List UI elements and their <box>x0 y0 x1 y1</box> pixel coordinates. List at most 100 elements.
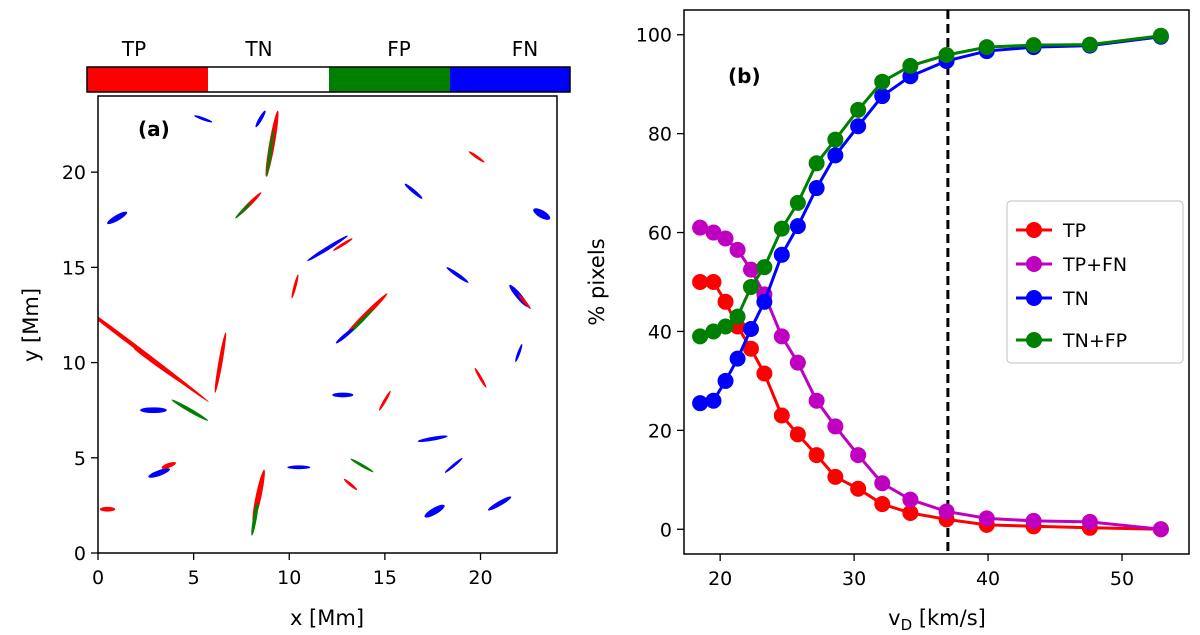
series-point-tn <box>773 246 790 263</box>
series-point-tn <box>756 293 773 310</box>
map-feature-tp <box>474 367 487 388</box>
panel-a-xtick-label: 15 <box>373 567 397 589</box>
series-point-tn-fp <box>729 308 746 325</box>
legend-marker-tn-fp <box>1026 332 1042 348</box>
series-point-tn-fp <box>1081 36 1098 53</box>
panel-b-ytick-label: 100 <box>636 25 672 47</box>
map-feature-fn <box>194 115 213 123</box>
map-feature-tp <box>161 461 176 469</box>
colorbar-label-tp: TP <box>121 37 146 61</box>
series-point-tn <box>789 218 806 235</box>
map-feature-tp <box>214 332 227 393</box>
series-point-tn <box>874 88 891 105</box>
legend-entry-tp-fn: TP+FN <box>1016 254 1127 276</box>
colorbar-label-fn: FN <box>512 37 538 61</box>
panel-b-ytick-label: 20 <box>648 420 672 442</box>
panel-b-xtick-label: 20 <box>708 568 732 590</box>
panel-b-frame <box>683 9 1190 555</box>
map-feature-tp <box>518 294 531 310</box>
panel-a-xlabel: x [Mm] <box>290 606 364 630</box>
map-feature-fn <box>444 457 463 473</box>
series-point-tn-fp <box>978 39 995 56</box>
legend-marker-tp-fn <box>1026 256 1042 272</box>
series-point-tp-fn <box>742 261 759 278</box>
map-feature-tp <box>333 238 353 251</box>
panel-b-ylabel: % pixels <box>585 238 609 325</box>
series-point-tp-fn <box>1081 513 1098 530</box>
panel-a-xtick-label: 0 <box>92 567 104 589</box>
series-tn-fp <box>692 27 1169 345</box>
map-feature-fn <box>335 328 354 344</box>
map-feature-fn <box>446 267 469 283</box>
map-feature-fn <box>287 465 311 470</box>
panel-a-ticks: 0 5 10 15 20 0 5 10 15 20 <box>62 162 493 589</box>
map-feature-tp <box>133 348 197 393</box>
map-feature-tp <box>378 390 391 411</box>
series-point-tp-fn <box>808 392 825 409</box>
panel-b-xtick-label: 50 <box>1110 568 1134 590</box>
colorbar-frame <box>86 66 571 93</box>
panel-a-ylabel: y [Mm] <box>19 288 43 362</box>
series-point-tp <box>874 496 891 513</box>
panel-a-map <box>98 110 551 536</box>
series-point-tn-fp <box>1025 37 1042 54</box>
map-feature-fn <box>487 496 512 511</box>
series-point-tp-fn <box>978 510 995 527</box>
legend-marker-tp <box>1026 222 1042 238</box>
panel-a: (a) 0 5 10 15 20 0 5 10 15 20 x [Mm] y [Mm] <box>19 95 558 630</box>
legend-entry-tn: TN <box>1016 288 1089 310</box>
panel-b-ytick-label: 0 <box>660 519 672 541</box>
panel-a-ytick-label: 5 <box>74 448 86 470</box>
panel-b-ticks: 20 30 40 50 0 20 40 60 80 100 <box>636 25 1134 590</box>
series-point-tp-fn <box>692 219 709 236</box>
panel-b-xlabel-v: v <box>888 606 900 630</box>
series-point-tn-fp <box>742 278 759 295</box>
series-point-tp-fn <box>874 475 891 492</box>
panel-a-label: (a) <box>138 117 170 141</box>
colorbar-segment-tp <box>87 67 208 92</box>
series-point-tn-fp <box>705 323 722 340</box>
series-point-tn-fp <box>874 73 891 90</box>
series-point-tn-fp <box>692 328 709 345</box>
legend-frame <box>1006 200 1184 364</box>
map-feature-fp <box>350 458 374 473</box>
series-point-tn-fp <box>938 47 955 64</box>
map-feature-fp <box>235 202 252 219</box>
colorbar: TP TN FP FN <box>86 37 571 93</box>
panel-a-xtick-label: 5 <box>188 567 200 589</box>
panel-b-xlabel-sub: D <box>901 616 913 634</box>
series-point-tp <box>827 468 844 485</box>
colorbar-segment-tn <box>208 67 329 92</box>
series-point-tn-fp <box>756 259 773 276</box>
map-feature-fn <box>307 235 348 262</box>
series-point-tp-fn <box>938 503 955 520</box>
panel-a-frame <box>97 95 558 554</box>
panel-b-ytick-label: 80 <box>648 124 672 146</box>
map-feature-fn <box>332 392 354 398</box>
series-point-tp-fn <box>1152 521 1169 538</box>
series-point-tn-fp <box>717 318 734 335</box>
series-point-tp <box>756 365 773 382</box>
colorbar-label-tn: TN <box>244 37 272 61</box>
series-point-tn <box>808 180 825 197</box>
map-feature-fp <box>266 129 274 177</box>
panel-b-xtick-label: 30 <box>842 568 866 590</box>
series-point-tn-fp <box>1152 27 1169 44</box>
series-point-tn-fp <box>902 57 919 74</box>
series-point-tn-fp <box>850 101 867 118</box>
series-point-tp-fn <box>789 354 806 371</box>
legend-label-tn-fp: TN+FP <box>1062 330 1127 352</box>
series-point-tp-fn <box>717 230 734 247</box>
series-point-tn-fp <box>789 194 806 211</box>
series-point-tp <box>902 504 919 521</box>
series-point-tp-fn <box>705 224 722 241</box>
map-feature-fp <box>251 501 259 536</box>
map-feature-fn <box>107 211 128 225</box>
series-point-tn-fp <box>827 131 844 148</box>
panel-a-ytick-label: 20 <box>62 162 86 184</box>
panel-b-ytick-label: 60 <box>648 223 672 245</box>
panel-b-xtick-label: 40 <box>976 568 1000 590</box>
panel-a-background <box>98 96 557 553</box>
legend-label-tp-fn: TP+FN <box>1062 254 1127 276</box>
